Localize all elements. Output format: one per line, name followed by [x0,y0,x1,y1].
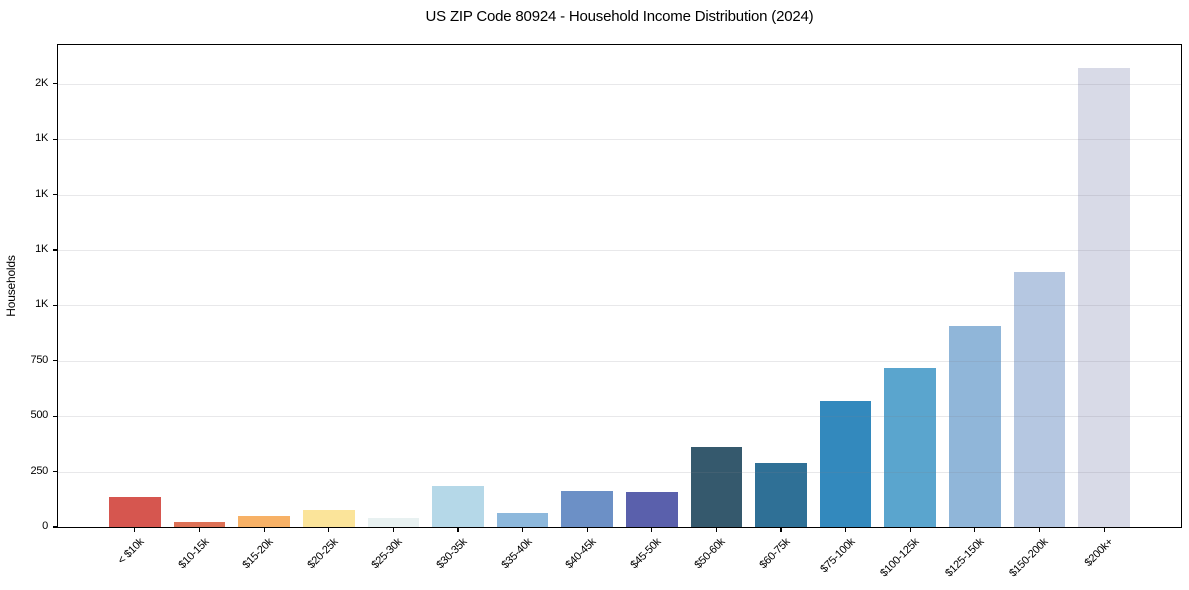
bar-16 [1078,67,1130,527]
y-tick-mark [53,526,57,528]
gridline-1500 [58,194,1181,196]
bar-3 [238,516,290,527]
x-tick-mark [263,528,265,532]
bar-11 [755,462,807,527]
y-tick-label: 1K [35,242,48,255]
bar-2 [173,521,226,527]
x-tick-mark [457,528,459,532]
gridline-750 [58,360,1181,362]
y-tick-mark [53,83,57,85]
x-tick-mark [909,528,911,532]
y-tick-label: 1K [35,132,48,145]
x-tick-mark [1038,528,1041,532]
y-tick-mark [53,249,57,251]
bar-13 [884,368,937,527]
x-tick-mark [715,528,717,532]
plot-area [57,44,1182,528]
y-tick-mark [53,415,57,417]
y-tick-label: 750 [30,353,49,366]
chart-title: US ZIP Code 80924 - Household Income Dis… [425,8,814,25]
bar-14 [949,326,1001,527]
y-tick-label: 1K [35,298,48,311]
bar-15 [1013,272,1066,527]
gridline-1250 [58,249,1181,251]
x-tick-label: < $10k [115,536,147,567]
gridline-2000 [58,83,1181,85]
bar-8 [561,490,614,527]
bar-10 [690,446,743,527]
y-tick-label: 250 [30,464,49,477]
gridline-1750 [58,139,1181,141]
bar-12 [819,400,872,527]
gridline-1000 [58,305,1181,307]
y-tick-mark [53,193,57,196]
x-tick-mark [974,528,976,532]
bar-4 [302,510,355,527]
x-tick-mark [328,528,330,532]
x-tick-mark [134,528,136,532]
bar-9 [625,492,678,527]
bar-5 [367,518,420,527]
x-tick-mark [198,528,201,532]
bar-1 [109,497,161,527]
gridline-500 [58,416,1181,418]
gridline-250 [58,471,1181,473]
y-tick-label: 2K [35,76,48,89]
y-tick-mark [53,304,57,306]
y-tick-mark [53,138,57,140]
x-tick-mark [521,528,524,532]
bar-6 [432,486,484,527]
x-tick-mark [651,528,653,532]
y-tick-label: 0 [42,520,48,532]
x-tick-mark [392,528,394,532]
x-tick-mark [586,528,588,532]
y-tick-label: 1K [35,187,48,200]
y-tick-label: 500 [30,409,49,422]
x-tick-mark [845,528,847,532]
y-tick-mark [53,470,57,473]
x-tick-mark [780,528,782,532]
bar-7 [496,513,549,527]
x-tick-mark [1103,528,1105,532]
y-tick-mark [53,360,57,362]
